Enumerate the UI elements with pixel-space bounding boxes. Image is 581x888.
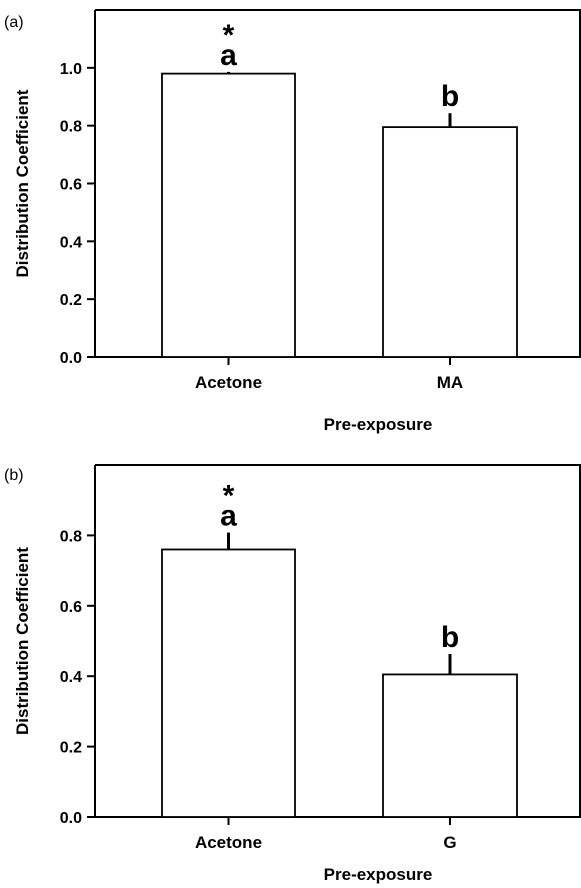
- panel-b-y-tick-label: 0.6: [60, 599, 82, 616]
- panel-b-label: (b): [4, 467, 24, 484]
- panel-a-y-tick-label: 0.4: [60, 234, 82, 251]
- panel-b-y-tick-label: 0.2: [60, 740, 82, 757]
- panel-a-bar-ma: [382, 126, 518, 358]
- panel-a-y-axis-title: Distribution Coefficient: [13, 89, 32, 277]
- panel-b-bar-g: [382, 673, 518, 818]
- panel-b-y-tick-label: 0.8: [60, 528, 82, 545]
- panel-a-y-tick-label: 1.0: [60, 61, 82, 78]
- panel-b-category-label: G: [443, 833, 456, 852]
- panel-a-y-tick-label: 0.2: [60, 292, 82, 309]
- panel-b-y-axis-title: Distribution Coefficient: [13, 547, 32, 735]
- panel-a-significance-star: *: [223, 19, 235, 52]
- panel-a-bar-acetone: [161, 72, 296, 358]
- panel-a-x-axis-title: Pre-exposure: [324, 415, 433, 434]
- panel-a-label: (a): [4, 14, 24, 31]
- panel-b-y-tick-label: 0.0: [60, 810, 82, 827]
- panel-b-bar-acetone: [161, 548, 296, 818]
- panel-a-significance-letter: b: [441, 80, 459, 113]
- panel-a-category-label: MA: [437, 373, 463, 392]
- panel-b-x-axis-title: Pre-exposure: [324, 865, 433, 884]
- panel-b-category-label: Acetone: [195, 833, 262, 852]
- panel-b-significance-letter: b: [441, 621, 459, 654]
- panel-b-y-tick-label: 0.4: [60, 669, 82, 686]
- panel-a-y-tick-label: 0.6: [60, 177, 82, 194]
- panel-a-category-label: Acetone: [195, 373, 262, 392]
- panel-a-y-tick-label: 0.0: [60, 350, 82, 367]
- panel-b-significance-letter: a: [220, 500, 237, 533]
- panel-a-y-tick-label: 0.8: [60, 119, 82, 136]
- panel-b-significance-star: *: [223, 480, 235, 513]
- panel-a-significance-letter: a: [220, 39, 237, 72]
